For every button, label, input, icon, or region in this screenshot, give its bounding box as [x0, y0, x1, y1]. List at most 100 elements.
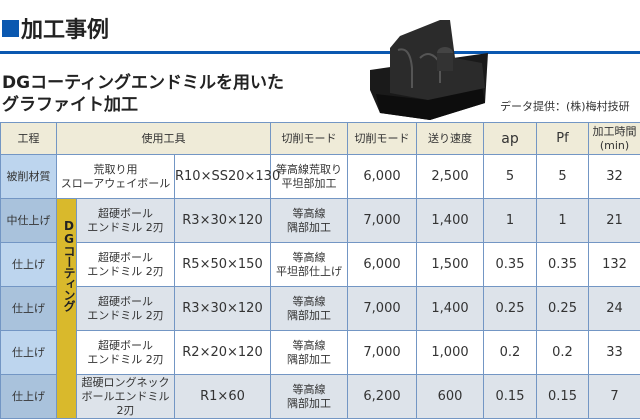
subtitle-line2: グラファイト加工 — [2, 95, 138, 115]
mode-line1: 等高線 — [292, 338, 326, 352]
graphite-workpiece-image — [370, 20, 488, 120]
tool-line2: エンドミル 2刃 — [87, 308, 164, 322]
header-row: 工程 使用工具 切削モード 切削モード 送り速度 ap Pf 加工時間 (min) — [0, 122, 640, 155]
header-tool: 使用工具 — [56, 122, 271, 155]
mode-line2: 平坦部仕上げ — [276, 264, 342, 278]
feed-cell: 1,400 — [416, 286, 484, 331]
mode-cell: 等高線 隅部加工 — [270, 330, 348, 375]
table-row: 仕上げ 超硬ボール エンドミル 2刃 R3×30×120 等高線 隅部加工 7,000 … — [0, 286, 640, 331]
mode-cell: 等高線 平坦部仕上げ — [270, 242, 348, 287]
tool-line1: 荒取り用 — [93, 162, 138, 176]
mode-line2: 隅部加工 — [287, 396, 331, 410]
tool-line2: エンドミル 2刃 — [87, 264, 164, 278]
tool-line1: 超硬ボール — [98, 206, 153, 220]
table-row: 仕上げ 超硬ボール エンドミル 2刃 R2×20×120 等高線 隅部加工 7,000 … — [0, 330, 640, 375]
tool-line1: 超硬ボール — [98, 294, 153, 308]
ap-cell: 0.35 — [483, 242, 537, 287]
header-ap: ap — [483, 122, 537, 155]
feed-cell: 1,000 — [416, 330, 484, 375]
header-feed: 送り速度 — [416, 122, 484, 155]
size-cell: R5×50×150 — [174, 242, 271, 287]
time-cell: 24 — [588, 286, 640, 331]
size-cell: R10×SS20×130 — [174, 154, 280, 199]
time-cell: 33 — [588, 330, 640, 375]
process-cell: 被削材質 — [0, 154, 57, 199]
header-cut-mode-2: 切削モード — [347, 122, 417, 155]
mode-line2: 平坦部加工 — [281, 176, 337, 190]
dg-coating-band: DGコーティング — [56, 198, 77, 419]
pf-cell: 1 — [536, 198, 589, 243]
rpm-cell: 7,000 — [347, 198, 417, 243]
title-divider — [0, 51, 640, 54]
process-cell: 仕上げ — [0, 374, 57, 419]
header-cut-mode: 切削モード — [270, 122, 348, 155]
page-title: 加工事例 — [2, 12, 109, 44]
header-pf: Pf — [536, 122, 589, 155]
table-row: 中仕上げ DGコーティング 超硬ボール エンドミル 2刃 R3×30×120 等高線 隅部… — [0, 198, 640, 419]
tool-line1: 超硬ボール — [98, 250, 153, 264]
table-row: 被削材質 荒取り用 スローアウェイボール R10×SS20×130 等高線荒取り 平坦部… — [0, 154, 640, 199]
time-cell: 7 — [588, 374, 640, 419]
size-cell: R2×20×120 — [174, 330, 271, 375]
table-row: 仕上げ 超硬ボール エンドミル 2刃 R5×50×150 等高線 平坦部仕上げ 6,00… — [0, 242, 640, 287]
tool-cell: 超硬ボール エンドミル 2刃 — [76, 286, 175, 331]
mode-line2: 隅部加工 — [287, 352, 331, 366]
tool-line2: ボールエンドミル 2刃 — [81, 389, 170, 417]
pf-cell: 5 — [536, 154, 589, 199]
rpm-cell: 6,200 — [347, 374, 417, 419]
ap-cell: 0.2 — [483, 330, 537, 375]
feed-cell: 2,500 — [416, 154, 484, 199]
machining-table: 工程 使用工具 切削モード 切削モード 送り速度 ap Pf 加工時間 (min)… — [0, 122, 640, 419]
tool-line2: スローアウェイボール — [60, 176, 171, 190]
feed-cell: 1,500 — [416, 242, 484, 287]
feed-cell: 1,400 — [416, 198, 484, 243]
title-text: 加工事例 — [21, 18, 110, 43]
tool-cell: 超硬ボール エンドミル 2刃 — [76, 198, 175, 243]
size-cell: R3×30×120 — [174, 286, 271, 331]
tool-cell: 超硬ボール エンドミル 2刃 — [76, 330, 175, 375]
process-cell: 仕上げ — [0, 286, 57, 331]
subtitle: DGコーティングエンドミルを用いた グラファイト加工 — [2, 72, 284, 116]
tool-cell: 超硬ロングネック ボールエンドミル 2刃 — [76, 374, 175, 419]
mode-line1: 等高線 — [292, 206, 326, 220]
tool-cell: 荒取り用 スローアウェイボール — [56, 154, 175, 199]
mode-cell: 等高線荒取り 平坦部加工 — [270, 154, 348, 199]
tool-cell: 超硬ボール エンドミル 2刃 — [76, 242, 175, 287]
rpm-cell: 6,000 — [347, 242, 417, 287]
pf-cell: 0.15 — [536, 374, 589, 419]
mode-cell: 等高線 隅部加工 — [270, 286, 348, 331]
size-cell: R3×30×120 — [174, 198, 271, 243]
header-time-label: 加工時間 — [592, 124, 637, 138]
process-cell: 中仕上げ — [0, 198, 57, 243]
square-bullet-icon — [2, 19, 19, 37]
header-process: 工程 — [0, 122, 57, 155]
tool-line2: エンドミル 2刃 — [87, 352, 164, 366]
mode-line2: 隅部加工 — [287, 220, 331, 234]
feed-cell: 600 — [416, 374, 484, 419]
ap-cell: 0.15 — [483, 374, 537, 419]
process-cell: 仕上げ — [0, 330, 57, 375]
subtitle-line1: DGコーティングエンドミルを用いた — [2, 73, 285, 93]
table-row: 仕上げ 超硬ロングネック ボールエンドミル 2刃 R1×60 等高線 隅部加工 6,20… — [0, 374, 640, 419]
mode-line2: 隅部加工 — [287, 308, 331, 322]
rpm-cell: 7,000 — [347, 330, 417, 375]
tool-line2: エンドミル 2刃 — [87, 220, 164, 234]
process-cell: 仕上げ — [0, 242, 57, 287]
time-cell: 32 — [588, 154, 640, 199]
header-time-unit: (min) — [599, 138, 630, 152]
pf-cell: 0.25 — [536, 286, 589, 331]
tool-line1: 超硬ロングネック — [81, 375, 170, 389]
ap-cell: 0.25 — [483, 286, 537, 331]
mode-line1: 等高線 — [292, 294, 326, 308]
pf-cell: 0.2 — [536, 330, 589, 375]
data-credit: データ提供：(株)梅村技研 — [500, 100, 630, 113]
time-cell: 21 — [588, 198, 640, 243]
tool-line1: 超硬ボール — [98, 338, 153, 352]
mode-line1: 等高線 — [292, 250, 326, 264]
size-cell: R1×60 — [174, 374, 271, 419]
rpm-cell: 7,000 — [347, 286, 417, 331]
time-cell: 132 — [588, 242, 640, 287]
ap-cell: 1 — [483, 198, 537, 243]
ap-cell: 5 — [483, 154, 537, 199]
header-time: 加工時間 (min) — [588, 122, 640, 155]
